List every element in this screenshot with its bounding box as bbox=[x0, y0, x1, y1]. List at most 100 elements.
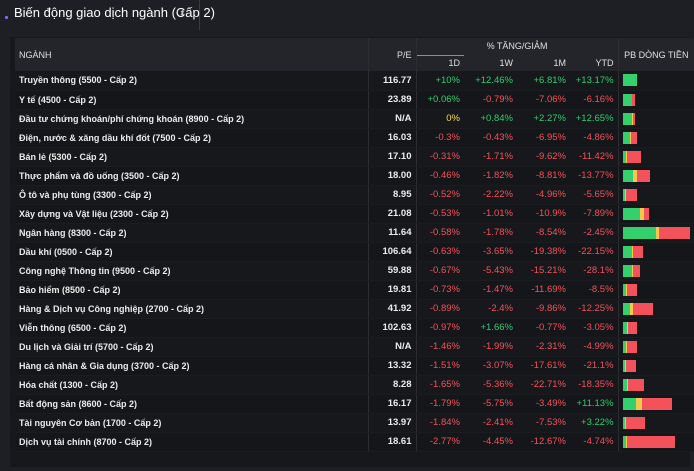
flow-inflow-segment bbox=[622, 321, 627, 334]
industry-name: Dầu khí (0500 - Cấp 2) bbox=[15, 242, 368, 262]
money-flow-cell bbox=[617, 280, 694, 300]
table-row[interactable]: Tài nguyên Cơ bản (1700 - Cấp 2) 13.97 -1.… bbox=[15, 413, 694, 433]
pe-value: 16.17 bbox=[367, 394, 416, 414]
header-industry[interactable]: NGÀNH bbox=[15, 38, 368, 71]
industry-name: Thực phẩm và đồ uống (3500 - Cấp 2) bbox=[15, 166, 368, 186]
industry-name: Bán lẻ (5300 - Cấp 2) bbox=[15, 147, 368, 167]
change-1d: -0.73% bbox=[415, 280, 464, 300]
flow-outflow-segment bbox=[626, 340, 637, 353]
change-1m: -7.06% bbox=[517, 90, 570, 110]
change-1d: +10% bbox=[415, 71, 464, 91]
industry-name: Hóa chất (1300 - Cấp 2) bbox=[15, 375, 368, 395]
flow-neutral-segment bbox=[656, 226, 660, 239]
change-1d: -0.53% bbox=[415, 204, 464, 224]
money-flow-cell bbox=[617, 71, 694, 91]
change-1w: -5.43% bbox=[464, 261, 517, 281]
table-row[interactable]: Dịch vụ tài chính (8700 - Cấp 2) 18.61 -2.… bbox=[15, 432, 694, 452]
table-row[interactable]: Y tế (4500 - Cấp 2) 23.89 +0.06% -0.79% -7.0… bbox=[15, 90, 694, 110]
industry-name: Du lịch và Giải trí (5700 - Cấp 2) bbox=[15, 337, 368, 357]
flow-inflow-segment bbox=[622, 340, 626, 353]
header-money-flow[interactable]: PB DÒNG TIỀN bbox=[617, 38, 694, 71]
industry-name: Truyền thông (5500 - Cấp 2) bbox=[15, 71, 368, 91]
money-flow-bar bbox=[622, 378, 691, 391]
pe-value: 13.32 bbox=[367, 356, 416, 376]
table-row[interactable]: Hàng & Dịch vụ Công nghiệp (2700 - Cấp 2… bbox=[15, 299, 694, 319]
money-flow-cell bbox=[617, 242, 694, 262]
change-ytd: -3.05% bbox=[570, 318, 619, 338]
table-row[interactable]: Ô tô và phụ tùng (3300 - Cấp 2) 8.95 -0.52… bbox=[15, 185, 694, 205]
industry-name: Y tế (4500 - Cấp 2) bbox=[15, 90, 368, 110]
money-flow-bar bbox=[622, 74, 691, 87]
change-ytd: -2.45% bbox=[570, 223, 619, 243]
change-ytd: -6.16% bbox=[570, 90, 619, 110]
table-row[interactable]: Thực phẩm và đồ uống (3500 - Cấp 2) 18.00… bbox=[15, 166, 694, 186]
table-row[interactable]: Hàng cá nhân & Gia dụng (3700 - Cấp 2) 13… bbox=[15, 356, 694, 376]
table-row[interactable]: Bất động sản (8600 - Cấp 2) 16.17 -1.79% -5… bbox=[15, 394, 694, 414]
industry-name: Bảo hiểm (8500 - Cấp 2) bbox=[15, 280, 368, 300]
change-1d: -0.67% bbox=[415, 261, 464, 281]
flow-outflow-segment bbox=[625, 188, 637, 201]
flow-outflow-segment bbox=[659, 226, 691, 239]
change-1m: -8.54% bbox=[517, 223, 570, 243]
change-1m: -9.62% bbox=[517, 147, 570, 167]
table-row[interactable]: Truyền thông (5500 - Cấp 2) 116.77 +10% +12… bbox=[15, 71, 694, 91]
pe-value: 8.28 bbox=[367, 375, 416, 395]
table-row[interactable]: Ngân hàng (8300 - Cấp 2) 11.64 -0.58% -1.78… bbox=[15, 223, 694, 243]
table-row[interactable]: Đầu tư chứng khoán/phí chứng khoán (8900… bbox=[15, 109, 694, 129]
table-row[interactable]: Hóa chất (1300 - Cấp 2) 8.28 -1.65% -5.36% -… bbox=[15, 375, 694, 395]
tab-marker-icon bbox=[5, 16, 8, 19]
money-flow-cell bbox=[617, 337, 694, 357]
industry-table: NGÀNH P/E % TĂNG/GIẢM PB DÒNG TIỀN 1D 1W… bbox=[15, 38, 694, 452]
change-ytd: -12.25% bbox=[570, 299, 619, 319]
sort-caret-icon[interactable]: ⬍ bbox=[179, 9, 186, 18]
change-ytd: -4.86% bbox=[570, 128, 619, 148]
change-ytd: -21.1% bbox=[570, 356, 619, 376]
change-1d: 0% bbox=[415, 109, 464, 129]
pe-value: 18.61 bbox=[367, 432, 416, 452]
flow-neutral-segment bbox=[625, 340, 627, 353]
flow-outflow-segment bbox=[627, 378, 644, 391]
table-row[interactable]: Viễn thông (6500 - Cấp 2) 102.63 -0.97% +1.… bbox=[15, 318, 694, 338]
table-row[interactable]: Dầu khí (0500 - Cấp 2) 106.64 -0.63% -3.65%… bbox=[15, 242, 694, 262]
change-1w: -2.22% bbox=[464, 185, 517, 205]
industry-name: Ô tô và phụ tùng (3300 - Cấp 2) bbox=[15, 185, 368, 205]
change-ytd: -22.15% bbox=[570, 242, 619, 262]
change-1d: -2.77% bbox=[415, 432, 464, 452]
change-1d: -1.65% bbox=[415, 375, 464, 395]
header-pe[interactable]: P/E bbox=[367, 38, 416, 71]
pe-value: N/A bbox=[367, 337, 416, 357]
flow-inflow-segment bbox=[622, 283, 626, 296]
change-1w: -2.4% bbox=[464, 299, 517, 319]
table-row[interactable]: Công nghệ Thông tin (9500 - Cấp 2) 59.88-… bbox=[15, 261, 694, 281]
header-1d[interactable]: 1D bbox=[415, 54, 464, 71]
money-flow-cell bbox=[617, 128, 694, 148]
flow-outflow-segment bbox=[625, 416, 645, 429]
pe-value: 106.64 bbox=[367, 242, 416, 262]
flow-outflow-segment bbox=[632, 245, 643, 258]
header-ytd[interactable]: YTD bbox=[570, 55, 619, 71]
header-1w[interactable]: 1W bbox=[464, 55, 517, 71]
money-flow-bar bbox=[622, 283, 691, 296]
industry-name: Hàng cá nhân & Gia dụng (3700 - Cấp 2) bbox=[15, 356, 368, 376]
flow-outflow-segment bbox=[632, 264, 640, 277]
money-flow-bar bbox=[622, 359, 691, 372]
change-1m: -6.95% bbox=[517, 128, 570, 148]
change-1w: -1.71% bbox=[464, 147, 517, 167]
header-1m[interactable]: 1M bbox=[517, 55, 570, 71]
money-flow-bar bbox=[622, 435, 691, 448]
flow-inflow-segment bbox=[622, 150, 626, 163]
flow-inflow-segment bbox=[622, 131, 630, 144]
table-row[interactable]: Du lịch và Giải trí (5700 - Cấp 2) N/A -1.… bbox=[15, 337, 694, 357]
table-row[interactable]: Xây dựng và Vật liệu (2300 - Cấp 2) 21.08… bbox=[15, 204, 694, 224]
pe-value: 16.03 bbox=[367, 128, 416, 148]
tab-industry-trading[interactable]: Biến động giao dịch ngành (Cấp 2) ⬍ bbox=[0, 0, 215, 30]
industry-name: Viễn thông (6500 - Cấp 2) bbox=[15, 318, 368, 338]
table-row[interactable]: Bán lẻ (5300 - Cấp 2) 17.10 -0.31% -1.71% -9… bbox=[15, 147, 694, 167]
flow-outflow-segment bbox=[632, 112, 635, 125]
money-flow-bar bbox=[622, 302, 691, 315]
money-flow-bar bbox=[622, 245, 691, 258]
pe-value: 11.64 bbox=[367, 223, 416, 243]
flow-inflow-segment bbox=[622, 74, 637, 87]
table-row[interactable]: Điện, nước & xăng dầu khí đốt (7500 - Cấ… bbox=[15, 128, 694, 148]
table-row[interactable]: Bảo hiểm (8500 - Cấp 2) 19.81 -0.73% -1.47%… bbox=[15, 280, 694, 300]
